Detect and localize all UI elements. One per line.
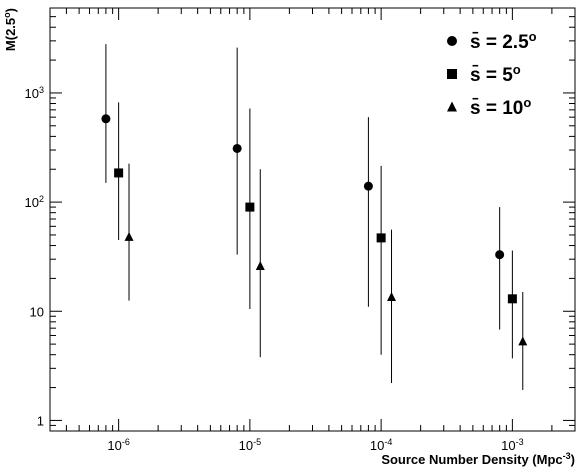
legend-label: s̄ = 5o — [470, 62, 521, 87]
circle-marker — [447, 36, 457, 46]
triangle-marker — [447, 101, 457, 112]
y-axis-title: M(2.5o) — [2, 8, 18, 51]
series-triangle — [124, 163, 528, 390]
triangle-marker — [124, 231, 134, 241]
circle-marker — [363, 181, 373, 191]
x-axis-title: Source Number Density (Mpc-3) — [381, 451, 575, 467]
circle-marker — [495, 250, 505, 260]
y-tick-label: 1 — [37, 413, 44, 428]
square-marker — [376, 233, 386, 243]
triangle-marker — [518, 336, 528, 346]
triangle-marker — [387, 292, 397, 302]
x-tick-label: 10-6 — [107, 437, 129, 453]
circle-marker — [232, 143, 242, 153]
square-marker — [447, 69, 457, 79]
triangle-marker — [255, 260, 265, 270]
legend-label: s̄ = 2.5o — [470, 29, 537, 54]
y-ticks: 1 10 102 103 — [25, 7, 575, 432]
y-tick-label: 103 — [25, 85, 44, 101]
x-tick-label: 10-3 — [501, 437, 523, 453]
x-tick-label: 10-4 — [370, 437, 392, 453]
series-square — [114, 102, 517, 359]
x-tick-label: 10-5 — [239, 437, 261, 453]
series-circle — [101, 44, 505, 330]
y-tick-label: 102 — [25, 194, 44, 210]
square-marker — [245, 202, 255, 212]
legend: s̄ = 2.5o s̄ = 5o s̄ = 10o — [447, 29, 537, 120]
series-layer — [101, 44, 528, 390]
y-tick-label: 10 — [30, 304, 44, 319]
square-marker — [114, 168, 124, 178]
x-ticks: 10-6 10-5 10-4 10-3 — [49, 8, 576, 453]
circle-marker — [101, 114, 111, 124]
square-marker — [507, 294, 517, 304]
legend-label: s̄ = 10o — [470, 95, 531, 120]
